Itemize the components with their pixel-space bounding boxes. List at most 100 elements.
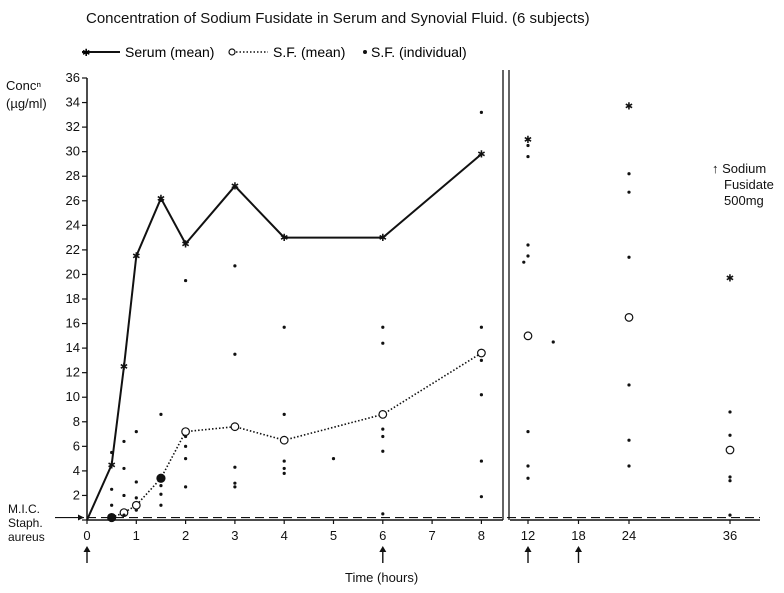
up-arrow-icon xyxy=(575,546,582,552)
sf-individual-point xyxy=(110,487,114,491)
serum-mean-point: ✱ xyxy=(477,150,485,161)
mic-arrow-icon xyxy=(78,514,84,521)
sf-individual-point xyxy=(728,475,732,479)
legend-serum-label: Serum (mean) xyxy=(125,44,214,60)
mic-label-line2: Staph. xyxy=(8,516,43,530)
x-tick-label: 3 xyxy=(231,528,238,543)
sf-individual-point xyxy=(381,449,385,453)
y-tick-label: 4 xyxy=(73,463,80,478)
sf-individual-point xyxy=(479,325,483,329)
sf-individual-point xyxy=(381,512,385,516)
sf-individual-point xyxy=(184,457,188,461)
x-ticks: 0 1 2 3 4 5 6 7 8 12 18 24 36 xyxy=(83,520,737,543)
sf-individual-point xyxy=(526,243,530,247)
legend: ✱ Serum (mean) S.F. (mean) S.F. (individ… xyxy=(82,44,467,60)
sf-individual-point xyxy=(728,433,732,437)
sf-mean-point xyxy=(378,410,388,419)
sf-individual-point xyxy=(184,444,188,448)
sf-individual-point xyxy=(728,513,732,517)
sf-mean-line xyxy=(111,352,482,519)
x-tick-label: 4 xyxy=(281,528,288,543)
sf-individual-point xyxy=(627,172,631,176)
y-tick-label: 24 xyxy=(66,217,80,232)
sf-individual-point xyxy=(381,434,385,439)
up-arrow-icon xyxy=(524,546,532,552)
y-tick-label: 36 xyxy=(66,70,80,85)
sf-individual-point xyxy=(479,358,483,362)
y-axis-label-line1: Concⁿ xyxy=(6,78,42,93)
sf-mean-point xyxy=(181,427,191,437)
sf-mean-point xyxy=(725,445,735,455)
serum-mean-point: ✱ xyxy=(625,102,633,113)
serum-mean-point: ✱ xyxy=(231,182,239,193)
axes xyxy=(86,70,760,521)
sf-individual-point xyxy=(282,325,286,329)
y-tick-label: 6 xyxy=(73,438,80,453)
x-tick-label: 0 xyxy=(83,528,90,543)
sf-individual-point xyxy=(479,110,483,114)
sf-individual-point xyxy=(551,340,555,344)
x-tick-label: 1 xyxy=(133,528,140,543)
sf-individual-point xyxy=(159,484,163,488)
sf-mean-point xyxy=(107,512,117,523)
dose-arrows xyxy=(83,546,582,563)
sf-individual-point xyxy=(627,190,631,194)
serum-mean-point: ✱ xyxy=(524,135,532,146)
x-tick-label: 24 xyxy=(622,528,636,543)
sf-individual-point xyxy=(134,480,138,484)
sf-mean-point xyxy=(477,348,486,358)
sf-individual-point xyxy=(122,493,126,498)
serum-mean-point: ✱ xyxy=(107,460,115,471)
serum-mean-point: ✱ xyxy=(280,233,288,244)
sf-individual-point xyxy=(282,471,286,475)
y-axis-label-line2: (µg/ml) xyxy=(6,96,47,111)
serum-mean-point: ✱ xyxy=(132,252,140,263)
mic-label-line1: M.I.C. xyxy=(8,502,40,516)
sf-individual-point xyxy=(122,466,126,471)
x-tick-label: 18 xyxy=(571,528,585,543)
sf-individual-point xyxy=(728,410,732,414)
up-arrow-icon xyxy=(379,546,387,552)
serum-series: ✱ ✱ ✱ ✱ ✱ ✱ ✱ ✱ ✱ ✱ ✱ ✱ xyxy=(86,102,734,521)
x-tick-label: 5 xyxy=(330,528,337,543)
sf-individual-point xyxy=(381,341,385,345)
x-tick-label: 12 xyxy=(521,528,535,543)
sf-individual-point xyxy=(282,459,286,463)
sf-individual-point xyxy=(159,412,163,417)
y-tick-label: 2 xyxy=(73,487,80,502)
legend-sf-individual-label: S.F. (individual) xyxy=(371,44,467,60)
sf-mean-point xyxy=(624,313,634,322)
y-tick-label: 30 xyxy=(66,144,80,159)
sf-individual-point xyxy=(479,393,483,397)
sf-individual-point xyxy=(134,508,138,512)
serum-mean-point: ✱ xyxy=(181,239,189,250)
x-tick-label: 7 xyxy=(428,528,435,543)
sf-individual-point xyxy=(159,503,163,507)
sf-individual-point xyxy=(526,254,530,258)
sf-individual-point xyxy=(479,459,483,463)
sf-mean-point xyxy=(523,331,533,341)
sf-individual-point xyxy=(233,485,237,489)
serum-mean-line xyxy=(86,153,483,521)
sf-individual-point xyxy=(627,383,631,387)
mic-label-line3: aureus xyxy=(8,530,45,544)
x-tick-label: 36 xyxy=(723,528,737,543)
sf-mean-point xyxy=(279,435,289,445)
x-tick-label: 2 xyxy=(182,528,189,543)
sf-individual-point xyxy=(184,434,188,439)
sf-individual-point xyxy=(381,427,385,431)
sf-individual-point xyxy=(331,457,336,461)
y-tick-label: 20 xyxy=(66,266,80,281)
dose-note-line1: ↑ Sodium xyxy=(712,161,767,176)
y-tick-label: 16 xyxy=(66,316,80,331)
sf-individual-point xyxy=(526,476,530,480)
sf-individual-point xyxy=(522,260,526,264)
up-arrow-icon xyxy=(83,546,91,552)
serum-mean-point: ✱ xyxy=(120,362,128,373)
y-tick-label: 28 xyxy=(66,168,80,183)
sf-individual-point xyxy=(233,465,237,469)
sf-individual-point xyxy=(184,485,188,489)
sf-individual-point xyxy=(526,430,530,434)
y-tick-label: 26 xyxy=(66,193,80,208)
chart-title: Concentration of Sodium Fusidate in Seru… xyxy=(86,10,590,27)
